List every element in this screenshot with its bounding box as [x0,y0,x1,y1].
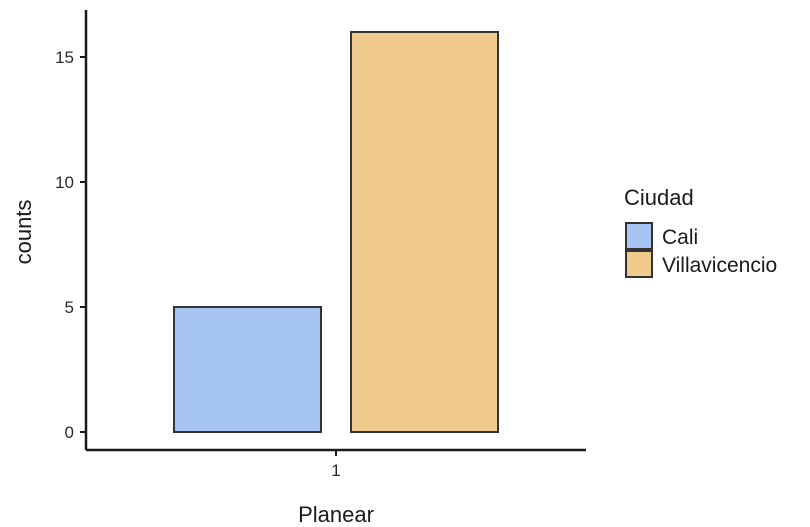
bar-villavicencio [350,31,499,433]
y-axis-title: counts [11,200,36,265]
y-tick-label: 0 [65,423,74,442]
plot-area [173,31,499,433]
y-axis: 0 5 10 15 [55,10,88,450]
y-tick-label: 10 [55,173,74,192]
x-axis: 1 [86,448,586,480]
legend-label-cali: Cali [662,226,698,249]
legend-swatch-cali [625,222,653,250]
y-tick-label: 15 [55,48,74,67]
x-tick-label: 1 [331,461,340,480]
legend-swatch-villavicencio [625,250,653,278]
legend: Ciudad Cali Villavicencio [624,185,777,278]
legend-label-villavicencio: Villavicencio [662,254,777,277]
y-tick-label: 5 [65,298,74,317]
legend-items: Cali Villavicencio [625,222,777,278]
legend-title: Ciudad [624,185,694,210]
x-axis-title: Planear [298,502,374,527]
bar-cali [173,306,322,433]
